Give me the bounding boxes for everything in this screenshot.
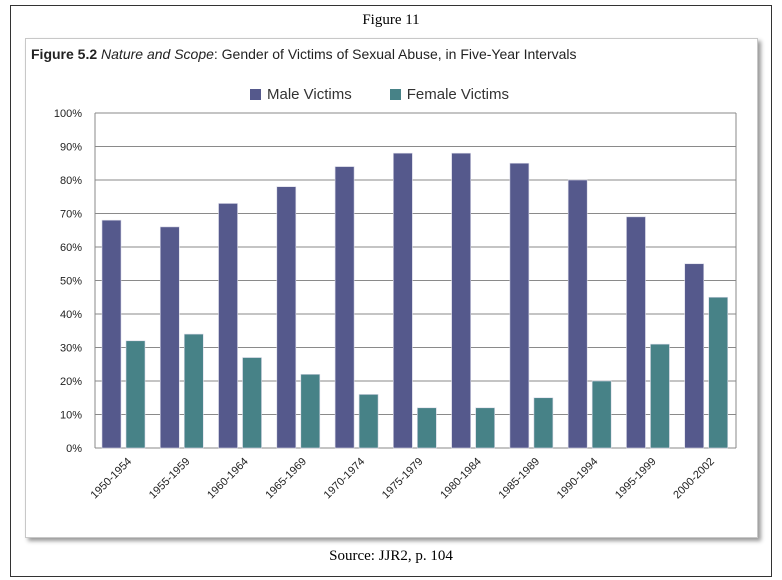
- bar-female: [183, 333, 204, 449]
- y-tick-label: 0%: [66, 443, 82, 455]
- chart-title: Figure 5.2 Nature and Scope: Gender of V…: [31, 46, 577, 62]
- y-tick-label: 90%: [60, 142, 82, 154]
- legend-label-male: Male Victims: [267, 86, 352, 103]
- bar-female: [300, 373, 321, 449]
- title-bold: Figure 5.2: [31, 46, 98, 62]
- y-tick-label: 20%: [60, 376, 82, 388]
- x-tick-label: 1990-1994: [555, 456, 601, 502]
- source-caption: Source: JJR2, p. 104: [329, 548, 453, 564]
- x-tick-label: 1970-1974: [322, 456, 368, 502]
- y-tick-label: 60%: [60, 242, 82, 254]
- bar-male: [567, 179, 588, 449]
- x-tick-label: 1995-1999: [613, 456, 659, 502]
- y-tick-label: 10%: [60, 410, 82, 422]
- x-tick-label: 1960-1964: [205, 456, 251, 502]
- legend-item-male: Male Victims: [250, 86, 352, 103]
- bar-male: [101, 219, 122, 449]
- bar-female: [358, 394, 379, 449]
- y-tick-label: 40%: [60, 309, 82, 321]
- y-tick-label: 100%: [54, 108, 82, 120]
- title-rest: : Gender of Victims of Sexual Abuse, in …: [213, 46, 577, 62]
- bar-female: [591, 380, 612, 449]
- bar-female: [650, 343, 670, 449]
- legend-item-female: Female Victims: [389, 86, 509, 103]
- x-tick-label: 1965-1969: [263, 456, 309, 502]
- bar-male: [684, 263, 705, 449]
- legend-swatch-female: [389, 89, 401, 100]
- bar-male: [626, 216, 646, 449]
- title-italic: Nature and Scope: [101, 46, 214, 62]
- y-tick-label: 30%: [60, 343, 82, 355]
- x-tick-label: 1955-1959: [147, 456, 193, 502]
- y-tick-label: 70%: [60, 209, 82, 221]
- bar-male: [276, 186, 297, 449]
- bar-male: [451, 152, 471, 449]
- bar-male: [334, 166, 355, 449]
- legend-swatch-male: [250, 89, 261, 100]
- figure-frame: [10, 5, 772, 577]
- x-tick-label: 1980-1984: [438, 456, 484, 502]
- x-tick-label: 1985-1989: [496, 456, 542, 502]
- bar-male: [159, 226, 180, 449]
- bar-male: [509, 162, 530, 449]
- bar-male: [393, 152, 413, 449]
- bar-female: [475, 407, 495, 449]
- y-tick-label: 50%: [60, 276, 82, 288]
- legend-label-female: Female Victims: [406, 86, 509, 103]
- x-tick-label: 1950-1954: [89, 456, 135, 502]
- x-tick-label: 2000-2002: [671, 456, 717, 502]
- bar-female: [417, 407, 437, 449]
- bar-female: [708, 296, 729, 449]
- figure-label: Figure 11: [362, 12, 420, 28]
- bar-female: [242, 357, 262, 449]
- y-tick-label: 80%: [60, 175, 82, 187]
- bar-female: [125, 340, 146, 449]
- legend: Male Victims Female Victims: [250, 86, 509, 103]
- x-tick-label: 1975-1979: [380, 456, 426, 502]
- bar-male: [218, 203, 238, 449]
- bar-female: [533, 397, 554, 449]
